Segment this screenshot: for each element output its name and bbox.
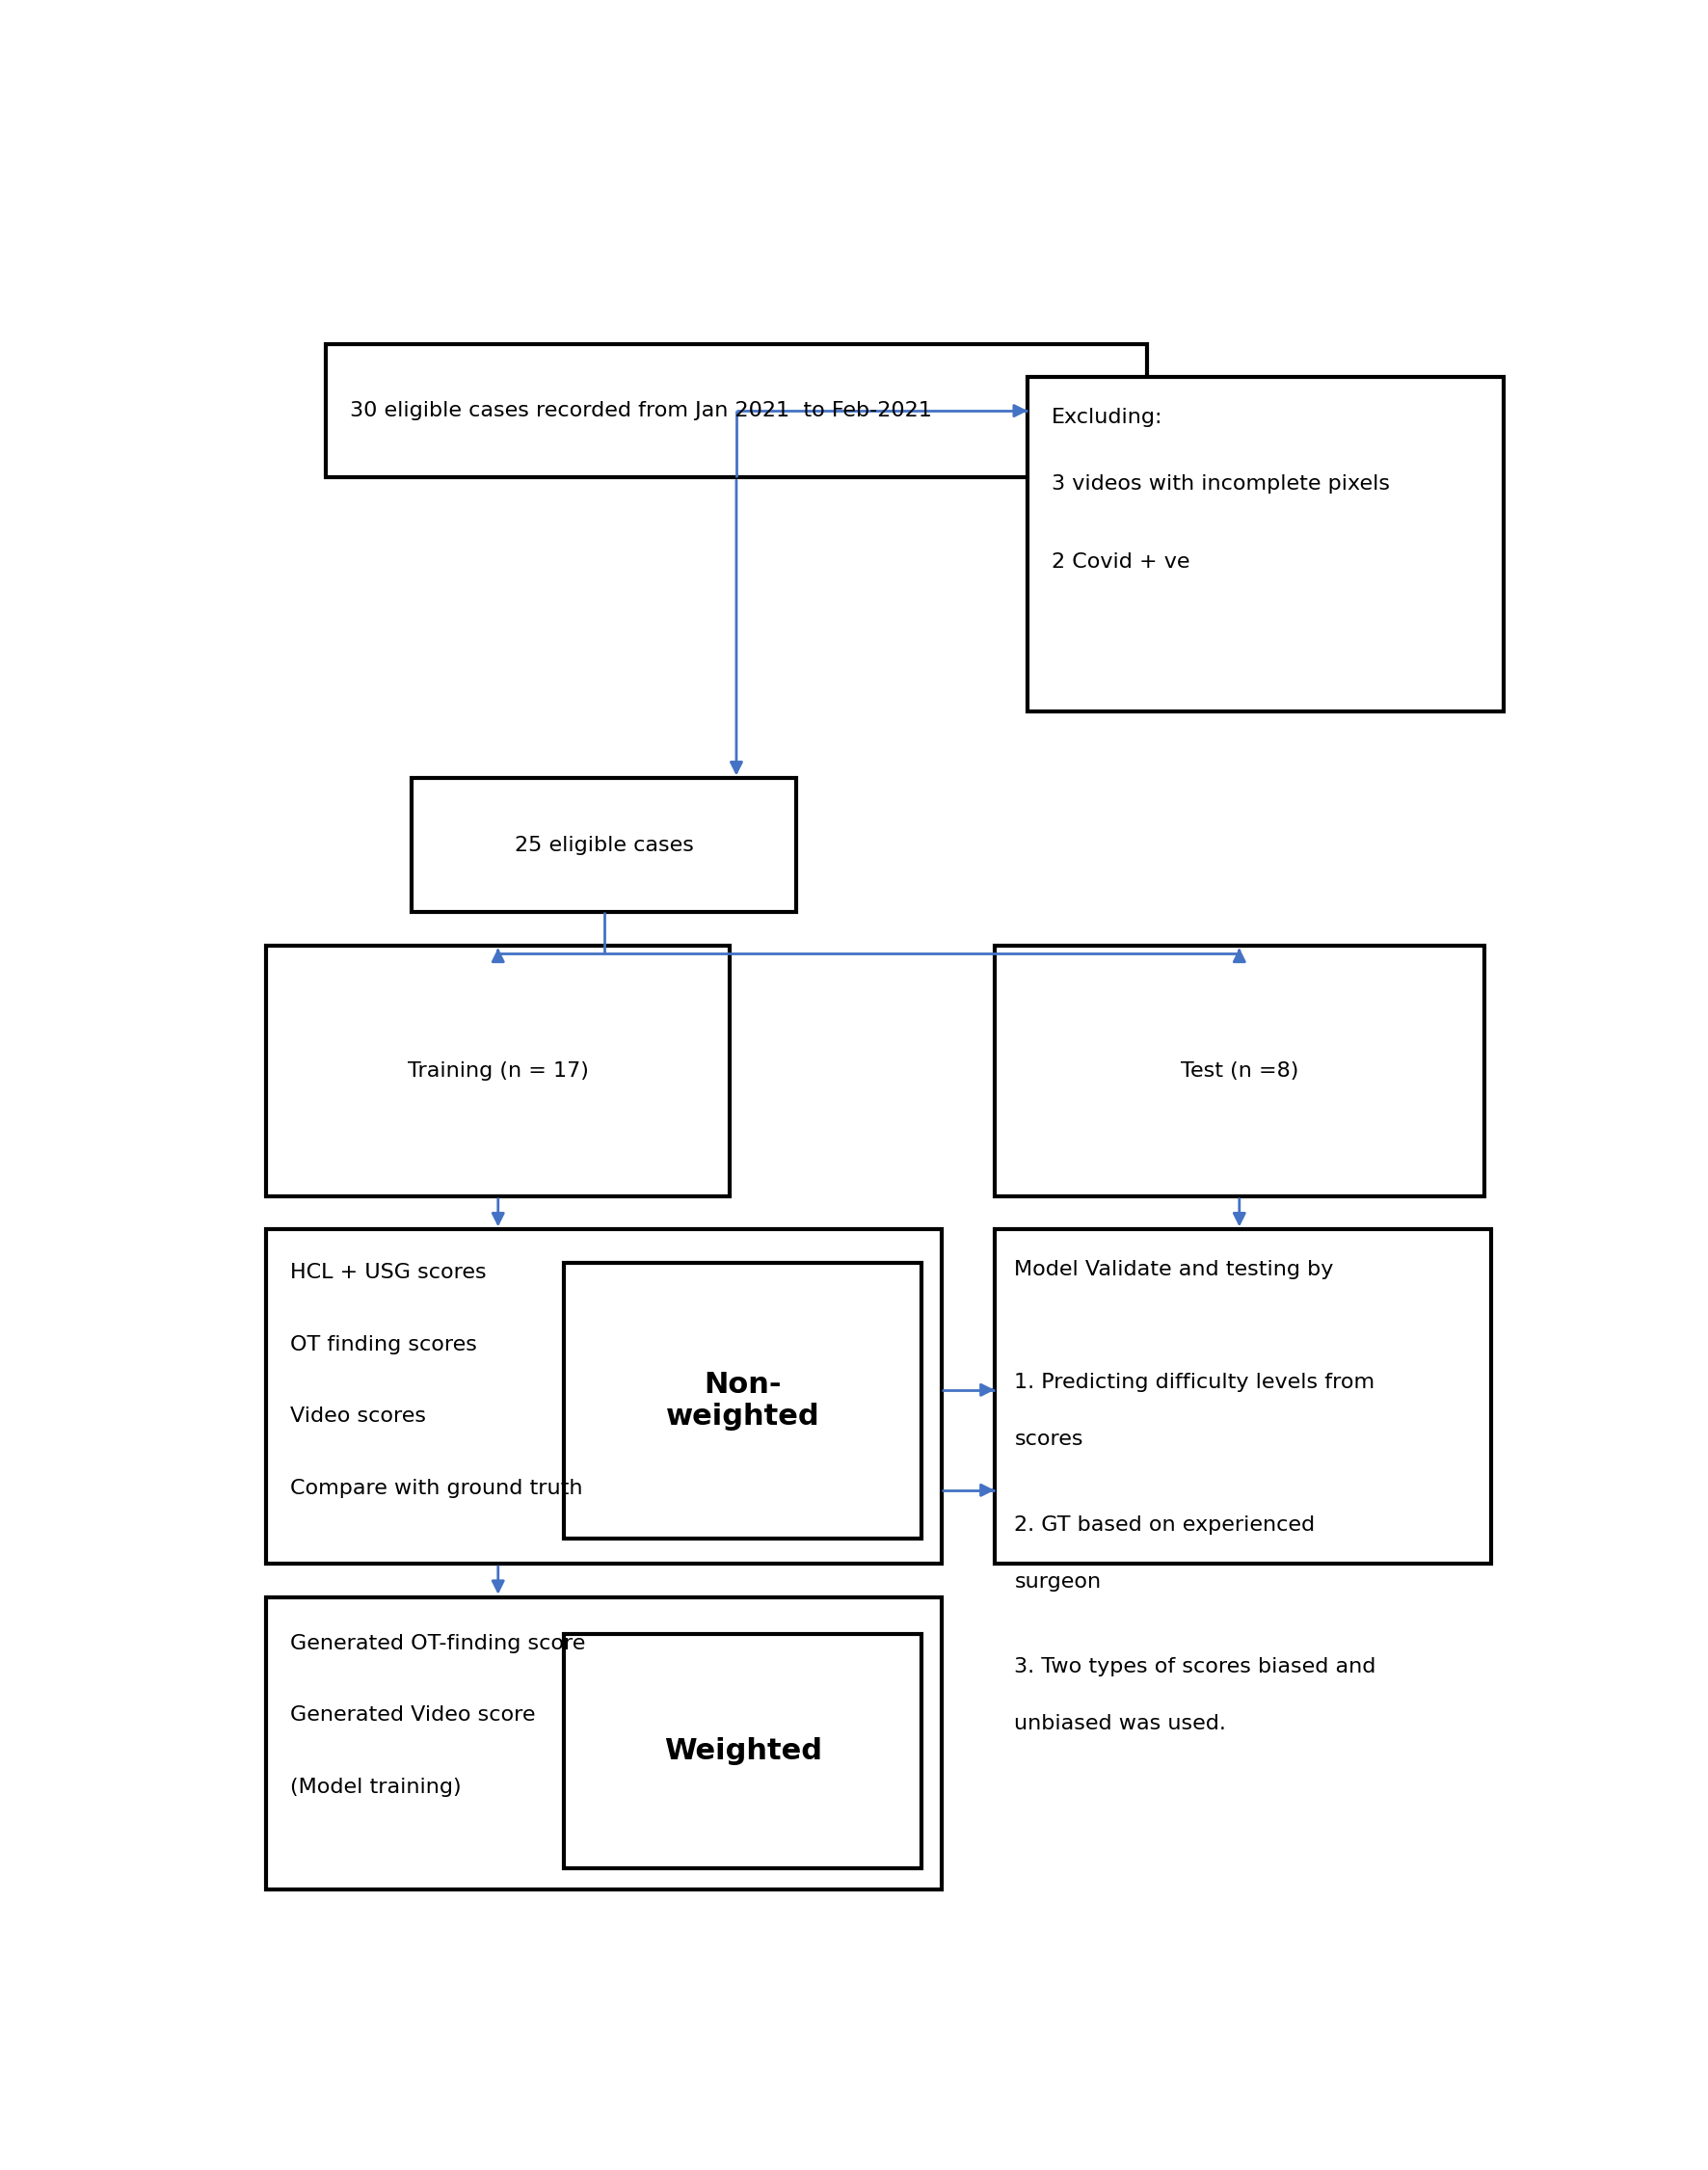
Text: 3. Two types of scores biased and: 3. Two types of scores biased and xyxy=(1015,1658,1377,1677)
Text: surgeon: surgeon xyxy=(1015,1571,1102,1591)
Text: 2. GT based on experienced: 2. GT based on experienced xyxy=(1015,1515,1315,1534)
Text: scores: scores xyxy=(1015,1430,1083,1450)
Text: Compare with ground truth: Compare with ground truth xyxy=(290,1478,582,1497)
Text: (Model training): (Model training) xyxy=(290,1777,461,1797)
FancyBboxPatch shape xyxy=(266,946,729,1196)
FancyBboxPatch shape xyxy=(266,1597,941,1890)
FancyBboxPatch shape xyxy=(326,345,1146,477)
FancyBboxPatch shape xyxy=(564,1634,922,1868)
Text: 1. Predicting difficulty levels from: 1. Predicting difficulty levels from xyxy=(1015,1374,1375,1393)
Text: unbiased was used.: unbiased was used. xyxy=(1015,1714,1226,1734)
Text: Video scores: Video scores xyxy=(290,1406,427,1426)
Text: Training (n = 17): Training (n = 17) xyxy=(408,1061,589,1081)
Text: Excluding:: Excluding: xyxy=(1052,408,1163,427)
FancyBboxPatch shape xyxy=(412,779,796,911)
Text: 3 videos with incomplete pixels: 3 videos with incomplete pixels xyxy=(1052,475,1390,493)
Text: OT finding scores: OT finding scores xyxy=(290,1335,477,1354)
Text: Non-
weighted: Non- weighted xyxy=(666,1371,820,1430)
FancyBboxPatch shape xyxy=(266,1230,941,1565)
Text: Test (n =8): Test (n =8) xyxy=(1180,1061,1298,1081)
Text: 30 eligible cases recorded from Jan 2021  to Feb-2021: 30 eligible cases recorded from Jan 2021… xyxy=(350,401,933,421)
Text: Weighted: Weighted xyxy=(664,1736,822,1764)
FancyBboxPatch shape xyxy=(1028,378,1505,712)
Text: Model Validate and testing by: Model Validate and testing by xyxy=(1015,1259,1334,1278)
Text: HCL + USG scores: HCL + USG scores xyxy=(290,1263,487,1282)
FancyBboxPatch shape xyxy=(994,946,1484,1196)
Text: 25 eligible cases: 25 eligible cases xyxy=(514,835,693,855)
FancyBboxPatch shape xyxy=(564,1263,922,1539)
Text: Generated OT-finding score: Generated OT-finding score xyxy=(290,1634,586,1654)
Text: Generated Video score: Generated Video score xyxy=(290,1706,536,1725)
Text: 2 Covid + ve: 2 Covid + ve xyxy=(1052,553,1190,573)
FancyBboxPatch shape xyxy=(994,1230,1491,1565)
